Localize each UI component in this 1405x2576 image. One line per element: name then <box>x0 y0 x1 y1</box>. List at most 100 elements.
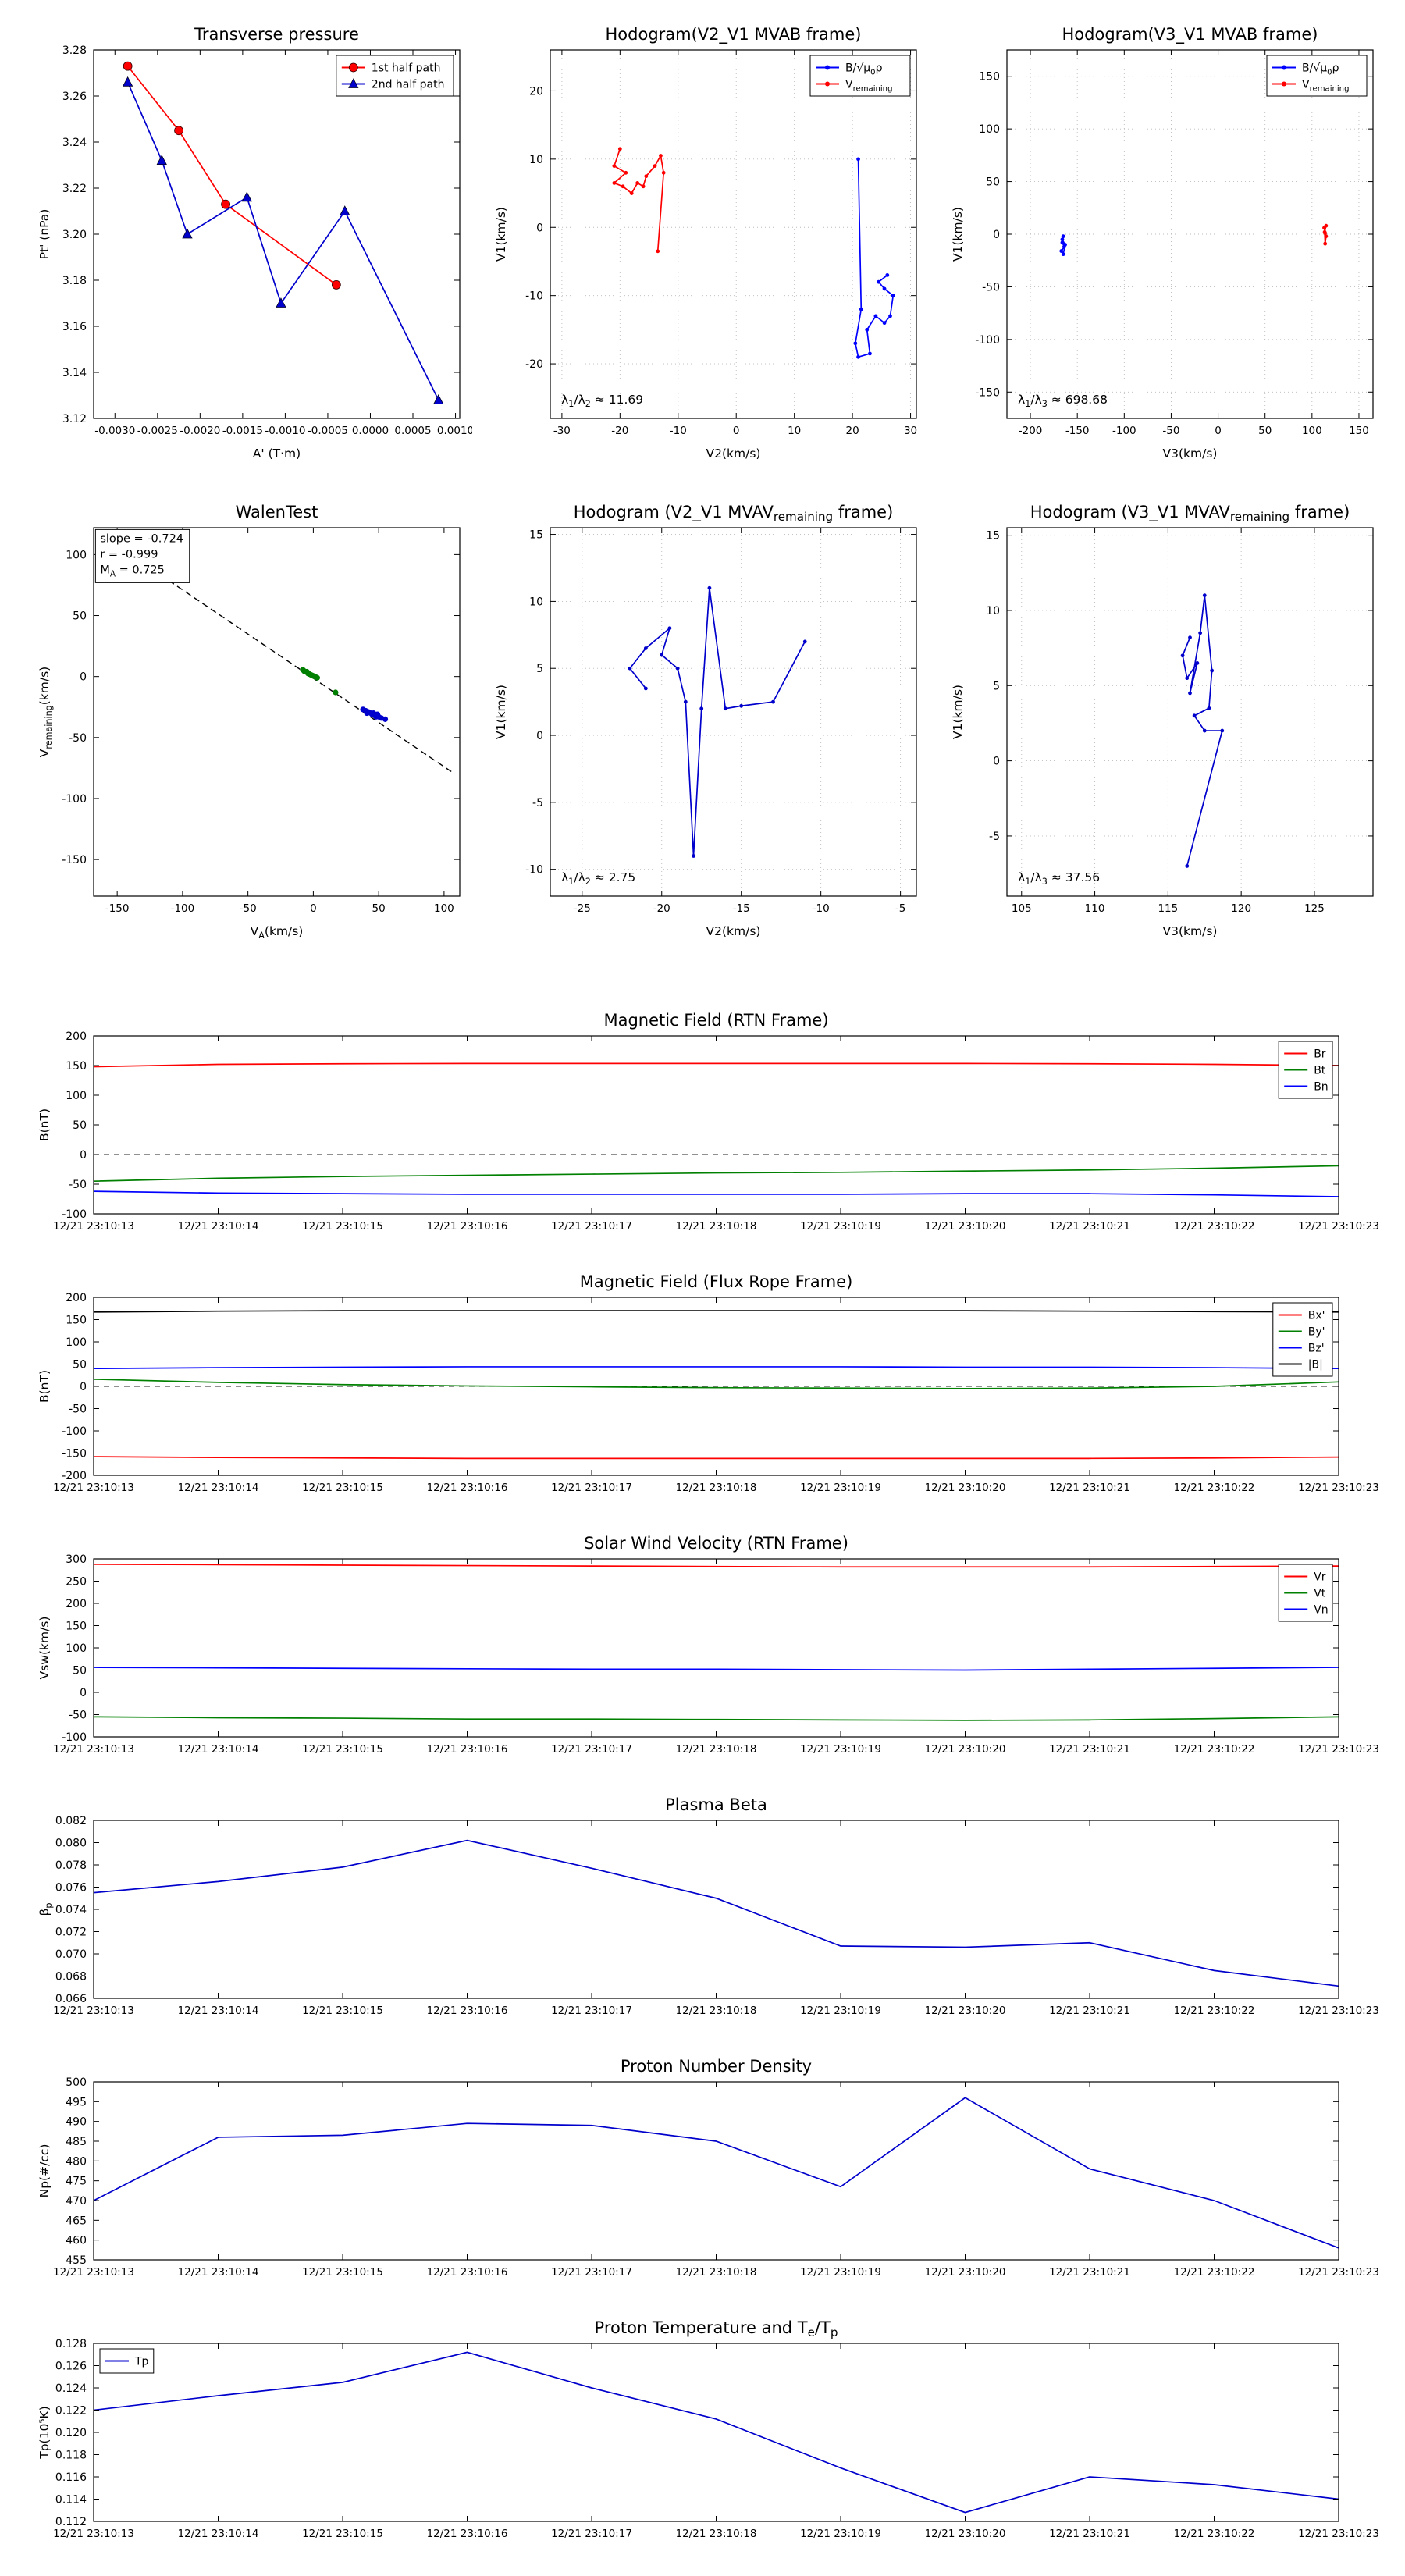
chart-title: Proton Temperature and Te/Tp <box>595 2318 838 2339</box>
x-tick-label: 12/21 23:10:14 <box>178 2528 259 2540</box>
annotation: λ1/λ3 ≈ 698.68 <box>1018 393 1108 409</box>
x-tick-label: 100 <box>434 902 454 915</box>
chart-title: Proton Number Density <box>621 2057 812 2076</box>
x-tick-label: 105 <box>1012 902 1032 915</box>
y-tick-label: 490 <box>66 2116 87 2129</box>
y-tick-label: 10 <box>986 605 1000 617</box>
series-Tp <box>93 2351 1339 2514</box>
chart-title: Hodogram (V3_V1 MVAVremaining frame) <box>1030 503 1350 524</box>
y-tick-label: 150 <box>66 1621 87 1633</box>
legend-label: Bz' <box>1308 1343 1325 1355</box>
annotation: λ1/λ2 ≈ 2.75 <box>561 870 635 887</box>
annotation: slope = -0.724 <box>100 532 183 545</box>
panel-proton-number-density: 12/21 23:10:13 12/21 23:10:14 12/21 23:10:… <box>20 2049 1382 2283</box>
y-tick-label: 3.26 <box>62 91 87 103</box>
y-tick-label: 455 <box>66 2254 87 2267</box>
y-tick-label: 0.122 <box>55 2405 87 2418</box>
chart-title: Magnetic Field (Flux Rope Frame) <box>580 1272 853 1291</box>
y-tick-label: 3.28 <box>62 44 87 57</box>
x-tick-label: -100 <box>1112 425 1136 437</box>
y-tick-label: 15 <box>529 529 543 542</box>
y-tick-label: 100 <box>66 1336 87 1349</box>
series-markers-1st half points <box>300 667 339 696</box>
x-tick-label: 12/21 23:10:19 <box>800 1743 881 1756</box>
legend-label: Vr <box>1314 1571 1326 1584</box>
chart-title: Solar Wind Velocity (RTN Frame) <box>584 1534 848 1553</box>
panel-solar-wind-velocity: 12/21 23:10:13 12/21 23:10:14 12/21 23:10:… <box>20 1526 1382 1760</box>
x-tick-label: 12/21 23:10:16 <box>427 1220 508 1233</box>
y-tick-label: 100 <box>66 549 87 561</box>
series-markers-V path <box>628 585 807 858</box>
x-tick-label: 12/21 23:10:23 <box>1298 1220 1379 1233</box>
x-tick-label: -0.0010 <box>265 425 305 437</box>
plasma-beta-chart: 12/21 23:10:13 12/21 23:10:14 12/21 23:10:… <box>37 1795 1379 2017</box>
annotation-box <box>94 528 190 583</box>
series-markers-2nd half path <box>122 76 444 404</box>
y-tick-label: -150 <box>62 1448 87 1461</box>
x-axis-label: V3(km/s) <box>1163 447 1218 461</box>
vsw-rtn-chart: 12/21 23:10:13 12/21 23:10:14 12/21 23:10:… <box>37 1534 1379 1756</box>
y-tick-label: 0.068 <box>55 1971 87 1984</box>
y-tick-label: 0.066 <box>55 1993 87 2005</box>
y-tick-label: -50 <box>982 281 1000 294</box>
y-tick-label: 0.070 <box>55 1948 87 1961</box>
legend-label: Vremaining <box>1302 79 1349 94</box>
annotation: MA = 0.725 <box>100 564 165 578</box>
x-tick-label: 12/21 23:10:18 <box>676 1482 757 1494</box>
y-tick-label: 100 <box>66 1090 87 1102</box>
x-tick-label: 12/21 23:10:23 <box>1298 2528 1379 2540</box>
chart-title: Plasma Beta <box>665 1795 767 1814</box>
x-tick-label: 12/21 23:10:14 <box>178 2005 259 2017</box>
x-tick-label: 12/21 23:10:17 <box>551 1482 632 1494</box>
x-tick-label: 12/21 23:10:16 <box>427 1743 508 1756</box>
y-tick-label: 250 <box>66 1576 87 1589</box>
x-tick-label: 50 <box>1258 425 1272 437</box>
x-tick-label: 12/21 23:10:21 <box>1049 1220 1130 1233</box>
x-tick-label: 12/21 23:10:19 <box>800 1220 881 1233</box>
series-markers-V_remaining <box>612 147 666 254</box>
x-tick-label: 20 <box>846 425 859 437</box>
y-axis-label: Np(#/cc) <box>37 2144 52 2198</box>
chart-title: Hodogram(V3_V1 MVAB frame) <box>1062 25 1318 44</box>
x-tick-label: 12/21 23:10:14 <box>178 2266 259 2279</box>
x-tick-label: 50 <box>372 902 386 915</box>
chart-title: Hodogram(V2_V1 MVAB frame) <box>606 25 862 44</box>
x-tick-label: 12/21 23:10:18 <box>676 1743 757 1756</box>
x-tick-label: 12/21 23:10:22 <box>1174 1482 1255 1494</box>
y-tick-label: 0.078 <box>55 1859 87 1872</box>
annotation: r = -0.999 <box>100 548 158 560</box>
x-tick-label: 12/21 23:10:17 <box>551 2266 632 2279</box>
x-tick-label: 0 <box>310 902 317 915</box>
x-tick-label: 125 <box>1304 902 1325 915</box>
y-tick-label: 3.12 <box>62 413 87 425</box>
y-tick-label: 150 <box>66 1315 87 1327</box>
y-tick-label: -50 <box>69 732 87 745</box>
x-tick-label: 12/21 23:10:21 <box>1049 1743 1130 1756</box>
x-tick-label: 0.0005 <box>394 425 431 437</box>
y-tick-label: 0 <box>80 1149 87 1162</box>
x-tick-label: -15 <box>733 902 750 915</box>
x-tick-label: 12/21 23:10:22 <box>1174 2528 1255 2540</box>
legend-label: By' <box>1308 1326 1325 1339</box>
x-tick-label: 0.0010 <box>437 425 472 437</box>
panel-hodogram-v3v1-mvab: -200 -150 -100 -50 0 50 100 150 -150 -100 -50 0 50 10… <box>933 12 1385 475</box>
series-Np <box>93 2097 1339 2249</box>
hodogram-v2v1-mvab-chart: -30 -20 -10 0 10 20 30 -20 -10 0 10 20 Hodogram(V2_V… <box>494 25 917 461</box>
x-tick-label: 12/21 23:10:21 <box>1049 2005 1130 2017</box>
series-Vn <box>93 1667 1339 1671</box>
y-tick-label: 465 <box>66 2215 87 2227</box>
hodogram-v3v1-mvab-chart: -200 -150 -100 -50 0 50 100 150 -150 -100 -50 0 50 10… <box>951 25 1374 461</box>
legend-label: B/√μ0ρ <box>1302 62 1339 77</box>
y-tick-label: 3.20 <box>62 229 87 241</box>
panel-transverse-pressure: -0.0030 -0.0025 -0.0020 -0.0015 -0.0010 -0.00… <box>20 12 472 475</box>
x-axis-label: VA(km/s) <box>251 924 304 941</box>
x-tick-label: 12/21 23:10:18 <box>676 2266 757 2279</box>
series-beta_p <box>93 1839 1339 1987</box>
y-tick-label: 0.072 <box>55 1927 87 1939</box>
y-tick-label: 200 <box>66 1030 87 1043</box>
panel-magnetic-field-flux-rope: 12/21 23:10:13 12/21 23:10:14 12/21 23:10:… <box>20 1265 1382 1499</box>
series-Br <box>93 1062 1339 1068</box>
panel-walen-test: -150 -100 -50 0 50 100 -150 -100 -50 0 50 100 WalenT… <box>20 490 472 952</box>
x-tick-label: 30 <box>904 425 917 437</box>
